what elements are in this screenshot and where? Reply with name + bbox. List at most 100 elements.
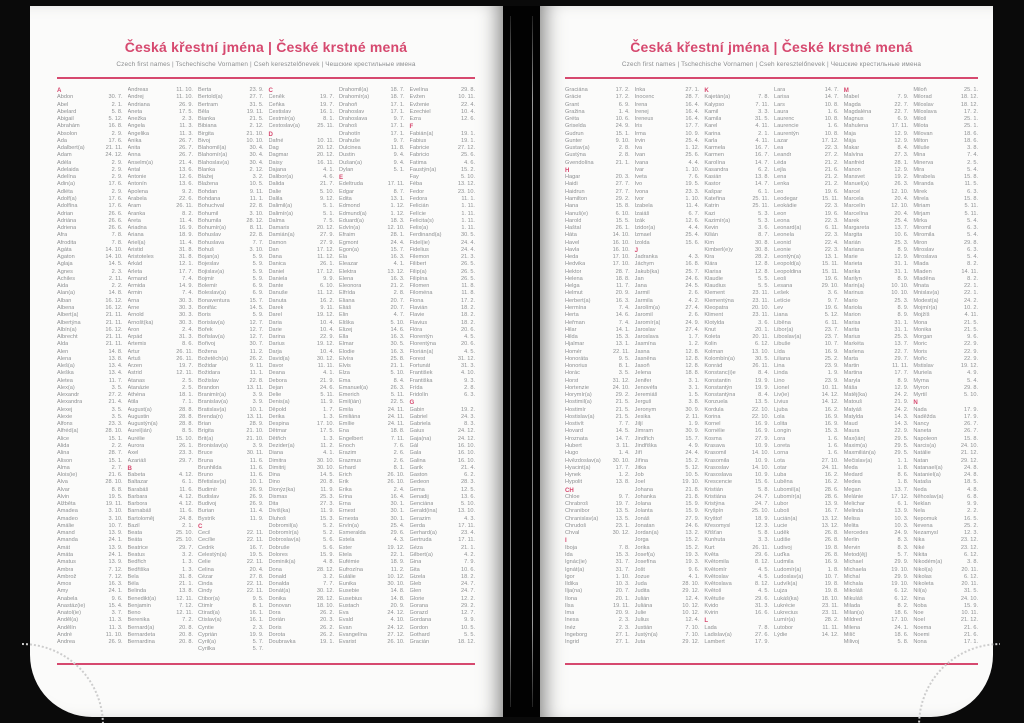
name-day-entry: Filipína 26. 5. [410, 276, 476, 283]
name-day-date: 29. 9. [894, 573, 909, 580]
name-day-date: 4. 12. [179, 501, 193, 508]
name-day-date: 17. 12. [891, 493, 909, 500]
first-name: Alžběta [57, 501, 76, 508]
name-day-date: 8. 3. [464, 421, 475, 428]
name-day-entry: Dylan 5. 1. [339, 167, 405, 174]
name-day-entry: Bohumil 3. 10. [198, 211, 264, 218]
name-day-date: 17. 12. [316, 246, 334, 253]
first-name: Egmont [339, 239, 359, 246]
name-day-entry: Květoslava 8. 12. [704, 581, 769, 588]
name-day-entry: Bohdana 11. 1. [198, 196, 264, 203]
first-name: Arkád [127, 261, 143, 268]
first-name: Bivoj [198, 137, 211, 144]
first-name: Jonáš [634, 515, 650, 522]
first-name: Agaton [57, 254, 75, 261]
name-day-date: 7. 12. [179, 602, 193, 609]
first-name: Leoš [774, 275, 787, 282]
name-day-date: 5. 10. [390, 370, 405, 377]
name-day-date: 12. 9. [894, 130, 909, 137]
name-day-entry: Bojeslav 5. 9. [198, 261, 264, 268]
name-day-entry: Lubomil(a) 28. 6. [774, 487, 839, 494]
first-name: Myrtil [913, 392, 927, 399]
name-day-date: 14. 12. [821, 399, 839, 406]
name-day-date: 27. 4. [685, 326, 700, 333]
first-name: Myrna [913, 377, 929, 384]
name-day-entry: Markéta 13. 7. [844, 341, 909, 348]
name-day-date: 22. 1. [964, 290, 978, 297]
first-name: Irena [634, 101, 648, 108]
name-day-date: 17. 9. [964, 406, 978, 413]
name-day-entry: Mnata 22. 1. [913, 283, 978, 290]
name-day-date: 30. 12. [316, 588, 334, 595]
first-name: Mirjam [913, 210, 931, 217]
first-name: Dona [268, 566, 282, 573]
name-day-entry: Kvirin 16. 6. [704, 610, 769, 617]
name-day-entry: Miranda 11. 5. [913, 181, 978, 188]
name-day-date: 24. 12. [387, 610, 405, 617]
first-name: Erik [339, 479, 349, 486]
name-day-entry: Abrahám 16. 8. [57, 123, 123, 130]
name-day-entry: Dobruše 5. 6. [269, 545, 335, 552]
name-day-date: 21. 6. [108, 472, 123, 479]
name-day-date: 11. 6. [249, 457, 264, 464]
name-day-date: 1. 11. [461, 225, 475, 232]
first-name: Liliana [774, 355, 791, 362]
first-name: Čestmír(a) [268, 116, 295, 123]
first-name: Juda [634, 581, 647, 588]
name-day-date: 11. 3. [179, 130, 193, 137]
name-day-date: 1. 2. [618, 472, 630, 479]
first-name: Aristid [127, 246, 144, 253]
name-day-date: 7. 2. [182, 617, 193, 624]
name-day-entry: Adelína 2. 9. [57, 174, 123, 181]
first-name: Helena [565, 275, 583, 282]
name-column: Miloň 25. 1. Milorad 18. 12. Miloslav 18. 12.… [913, 87, 978, 657]
name-day-date: 13. 10. [751, 348, 770, 355]
first-name: Milota [913, 123, 929, 130]
first-name: Amáta [57, 552, 74, 558]
name-day-entry: Aneta 17. 5. [128, 109, 194, 116]
name-day-entry: Metod(ěj) 5. 7. [844, 552, 909, 559]
first-name: Milena [843, 624, 861, 631]
first-name: Dušan(a) [339, 159, 363, 166]
name-day-date: 4. 3. [464, 515, 475, 522]
name-day-date: 26. 2. [249, 355, 264, 362]
name-day-entry: Iboja 7. 8. [565, 545, 630, 552]
first-name: Klára [704, 261, 718, 268]
name-day-entry: Bedřich 1. 3. [128, 559, 194, 566]
name-day-entry: Bonaventura 15. 7. [198, 298, 264, 305]
name-day-date: 30. 10. [316, 464, 334, 471]
name-day-date: 9. 9. [464, 617, 475, 624]
first-name: Kvirin [704, 610, 719, 617]
first-name: Augustin [127, 413, 150, 420]
name-day-entry: Fabius 19. 1. [410, 138, 476, 145]
name-day-entry: Mervin 8. 3. [844, 545, 909, 552]
name-day-date: 28. 3. [461, 479, 475, 486]
first-name: Gedeon [409, 479, 430, 486]
name-day-date: 26. 3. [390, 384, 405, 391]
first-name: Lucián(a) [774, 515, 798, 522]
name-day-entry: Gina 7. 9. [410, 559, 476, 566]
name-day-date: 24. 12. [457, 435, 475, 442]
name-day-entry: Damián(a) 27. 9. [269, 232, 335, 239]
first-name: Marika [843, 268, 861, 275]
first-name: Mona [913, 319, 928, 326]
first-name: Afrodita [57, 239, 77, 246]
name-day-date: 27. 3. [320, 501, 334, 508]
name-day-entry: Jerguš 3. 8. [635, 399, 700, 406]
first-name: Ingrid [565, 639, 579, 646]
first-name: Eusebius [339, 595, 363, 602]
first-name: Mervin [843, 544, 861, 551]
name-day-entry: Marita 31. 1. [844, 327, 909, 334]
name-day-entry: Myrtil 5. 10. [913, 392, 978, 399]
name-day-entry: Dalimír(a) 5. 1. [269, 211, 335, 218]
name-day-entry: Aleška 13. 4. [57, 370, 123, 377]
name-day-date: 16. 1. [320, 108, 334, 115]
name-day-date: 17. 6. [108, 137, 123, 144]
name-day-entry: Jarolím(a) 27. 4. [635, 305, 700, 312]
name-day-entry: Bohumila 28. 12. [198, 218, 264, 225]
name-day-date: 27. 1. [685, 87, 700, 93]
first-name: Enoch [339, 443, 355, 450]
name-day-date: 5. 7. [252, 639, 264, 646]
name-day-entry: Kornélie 16. 9. [704, 428, 769, 435]
name-day-date: 4. 5. [464, 348, 475, 355]
